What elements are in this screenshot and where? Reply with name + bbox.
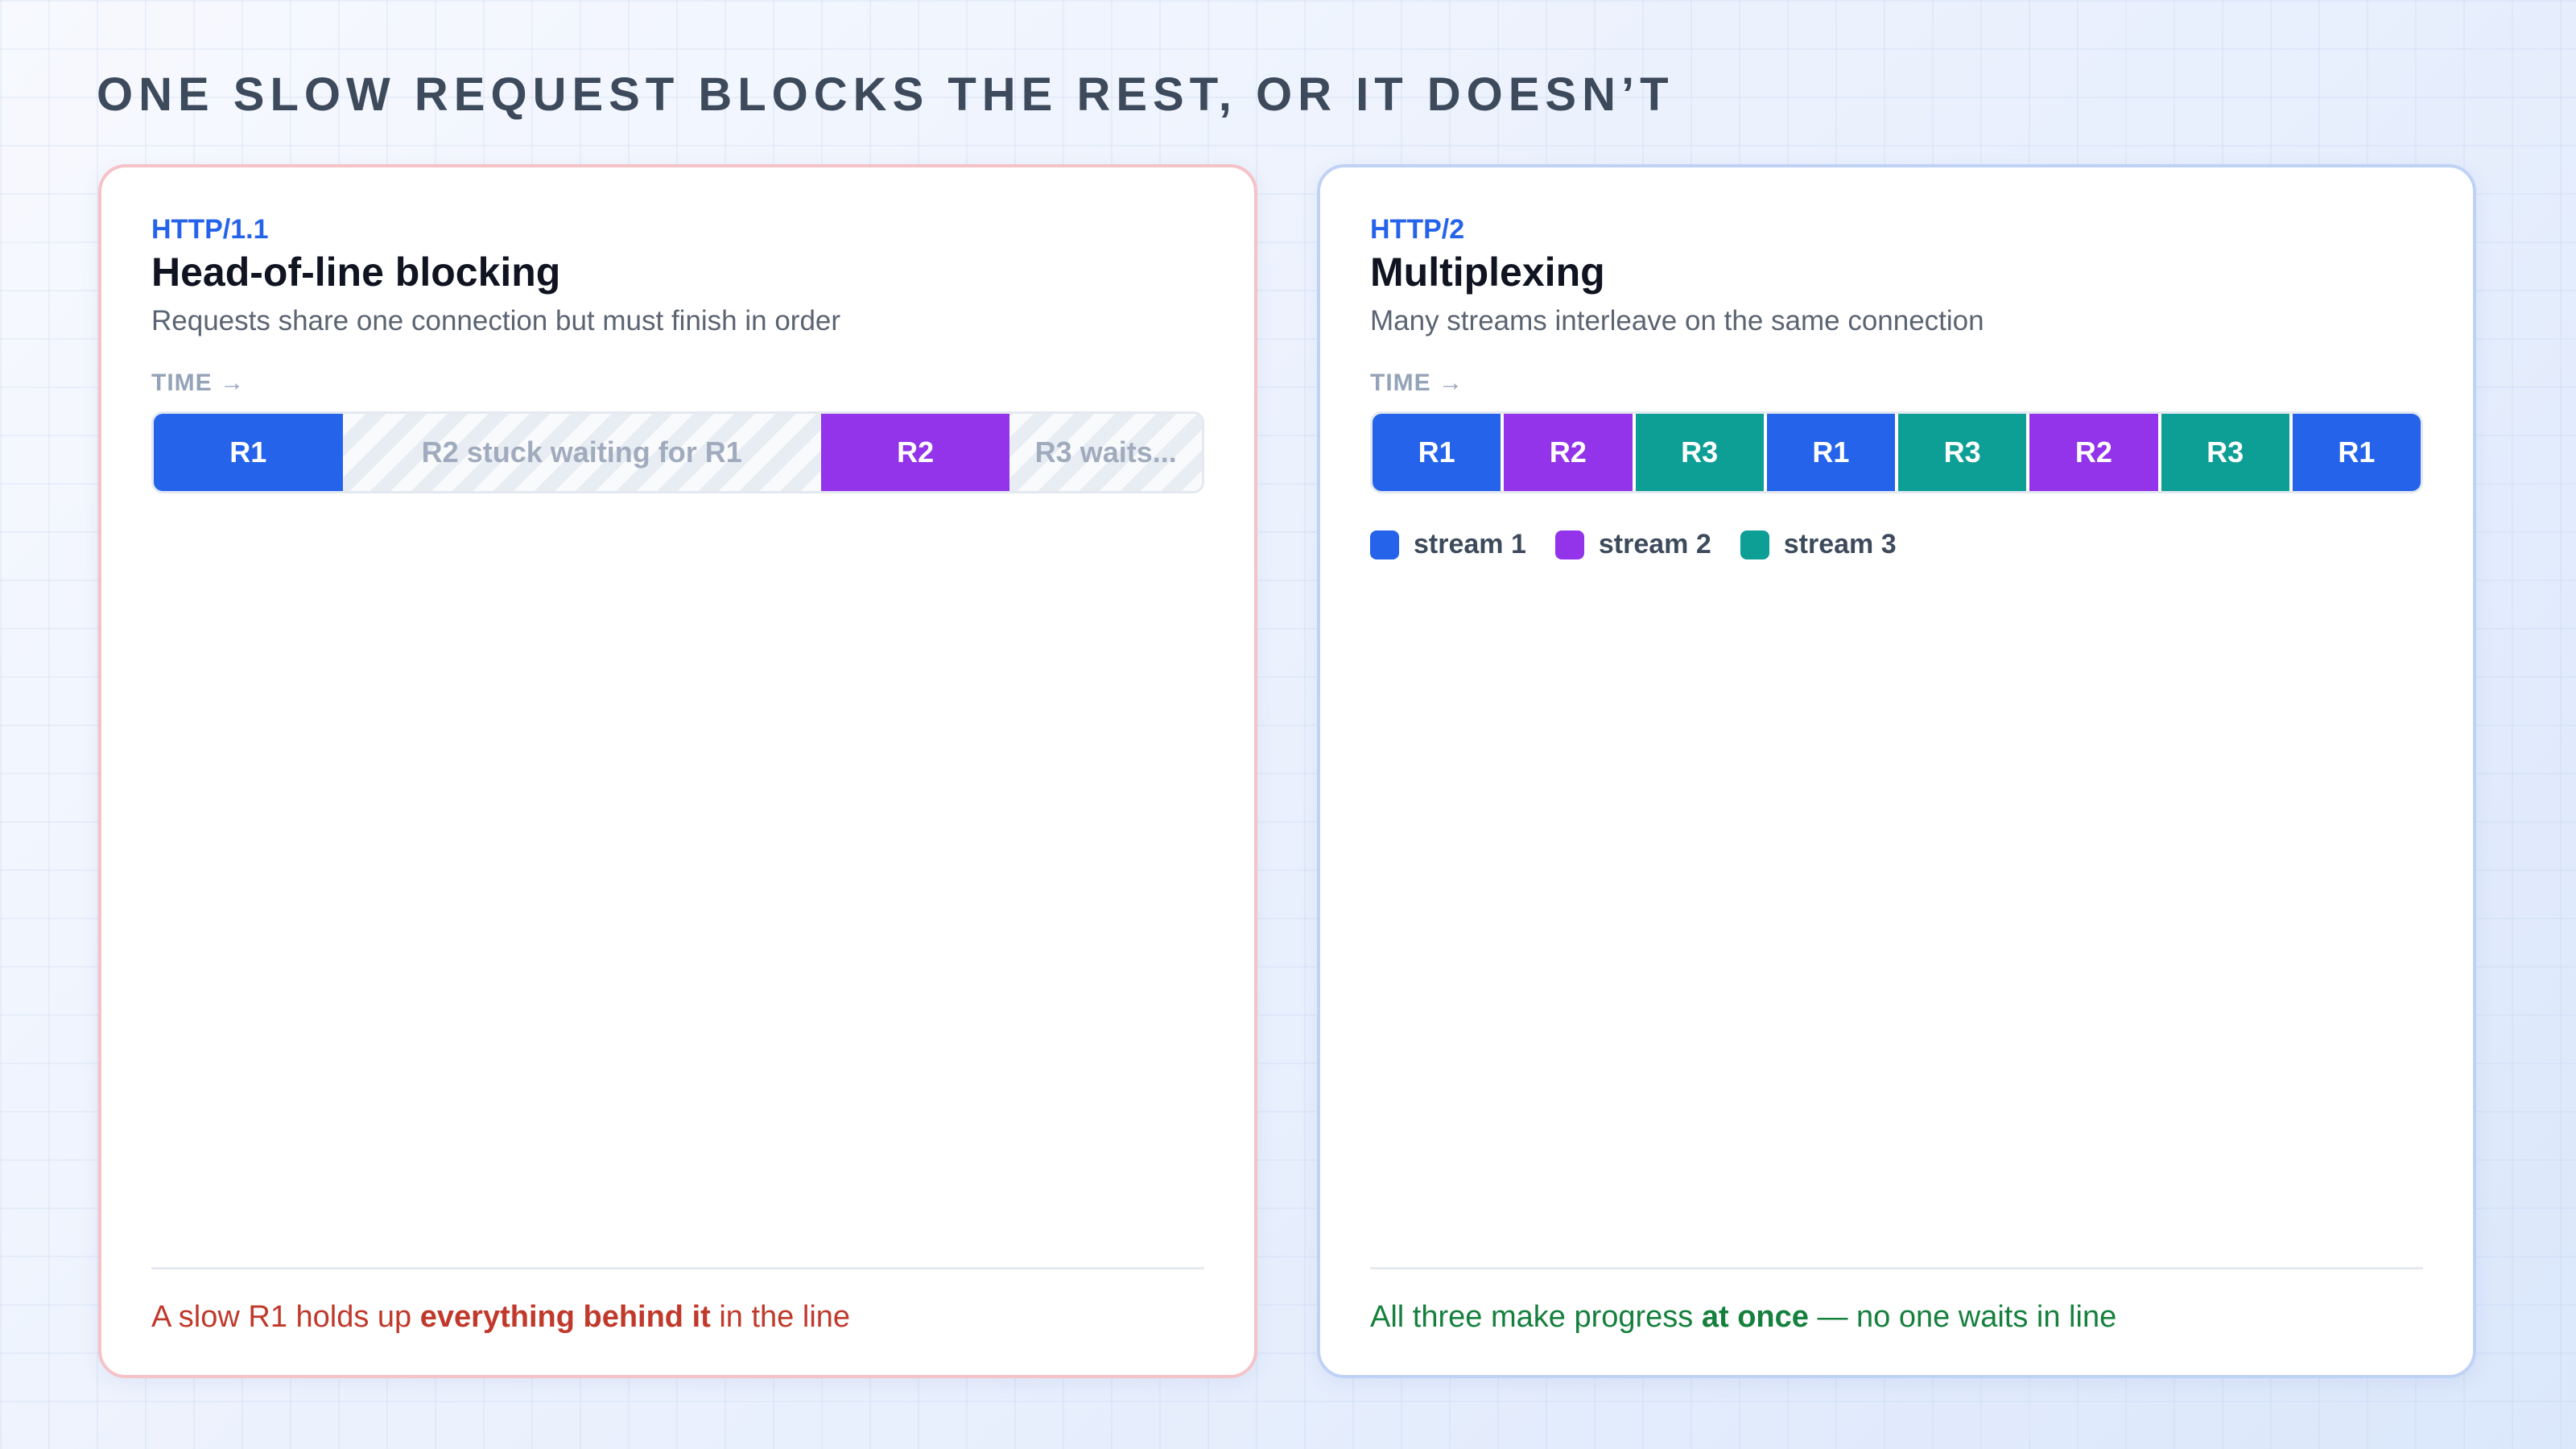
timeline: R1 R2 R3 R1 R3 R2 R3 R1	[1370, 411, 2423, 493]
segment: R1	[1373, 414, 1505, 491]
protocol-label: HTTP/1.1	[151, 214, 269, 245]
legend-text: stream 1	[1414, 529, 1526, 559]
protocol-label: HTTP/2	[1370, 214, 1465, 245]
footer-text: — no one waits in line	[1808, 1300, 2117, 1334]
legend-swatch	[1370, 530, 1399, 559]
footer-text: A slow R1 holds up	[151, 1300, 420, 1334]
segment: R1	[154, 414, 343, 491]
segment: R2	[2029, 414, 2161, 491]
legend-swatch	[1740, 530, 1769, 559]
legend-item: stream 1	[1370, 529, 1526, 560]
panel: HTTP/2 Multiplexing Many streams interleav…	[1317, 164, 2476, 1378]
footer-emphasis: everything behind it	[419, 1300, 711, 1334]
segment: R1	[2292, 414, 2421, 491]
legend-text: stream 3	[1783, 529, 1897, 559]
segment: R3	[2161, 414, 2293, 491]
timeline: R1 R2 stuck waiting for R1 R2 R3 waits...	[151, 411, 1204, 493]
footer-note: A slow R1 holds up everything behind it …	[151, 1267, 1204, 1335]
footer-note: All three make progress at once — no one…	[1370, 1267, 2423, 1335]
legend-text: stream 2	[1598, 529, 1711, 559]
panel-subtitle: Many streams interleave on the same conn…	[1370, 305, 1984, 336]
segment: R2	[1504, 414, 1636, 491]
segment: R3 waits...	[1009, 414, 1202, 491]
legend-item: stream 2	[1554, 529, 1711, 560]
legend-item: stream 3	[1740, 529, 1897, 560]
footer-emphasis: at once	[1701, 1300, 1809, 1334]
legend: stream 1 stream 2 stream 3	[1370, 529, 2423, 560]
panel: HTTP/1.1 Head-of-line blocking Requests sh…	[98, 164, 1257, 1378]
time-label: TIME →	[151, 369, 245, 396]
footer-text: All three make progress	[1370, 1300, 1702, 1334]
page-title: ONE SLOW REQUEST BLOCKS THE REST, OR IT …	[97, 68, 1674, 121]
segment: R1	[1766, 414, 1898, 491]
segment: R3	[1898, 414, 2030, 491]
panel-heading: Multiplexing	[1370, 250, 1605, 295]
segment: R2	[820, 414, 1010, 491]
segment: R2 stuck waiting for R1	[342, 414, 821, 491]
panel-heading: Head-of-line blocking	[151, 250, 561, 295]
segment: R3	[1635, 414, 1767, 491]
panel-subtitle: Requests share one connection but must f…	[151, 305, 841, 336]
footer-text: in the line	[710, 1300, 851, 1334]
legend-swatch	[1554, 530, 1584, 559]
time-label: TIME →	[1370, 369, 1463, 396]
